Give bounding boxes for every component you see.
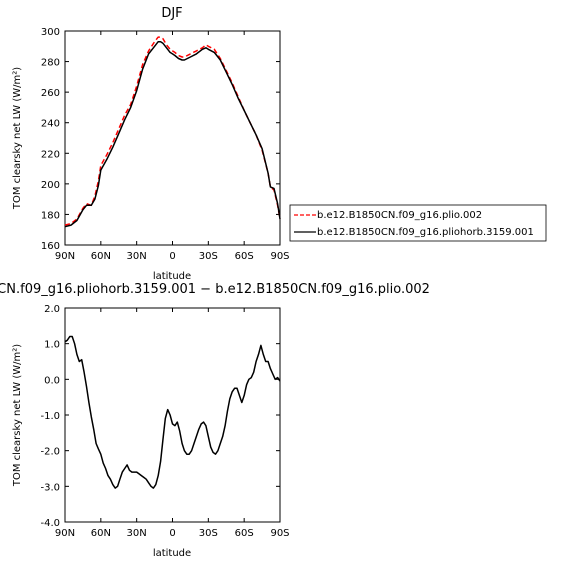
bottom-series-layer [64, 335, 281, 489]
top-x-axis: 90N 60N 30N 0 30S 60S 90S [55, 31, 290, 262]
top-x-tick-label: 60S [235, 251, 254, 262]
top-series-line-1 [64, 36, 281, 226]
bottom-x-tick-label: 90S [270, 528, 289, 539]
top-x-tick-label: 60N [91, 251, 111, 262]
bottom-y-axis: -4.0 -3.0 -2.0 -1.0 0.0 1.0 2.0 [40, 304, 280, 529]
top-y-tick-label: 240 [41, 119, 60, 130]
top-y-tick-label: 200 [41, 180, 60, 191]
bottom-x-axis: 90N 60N 30N 0 30S 60S 90S [55, 308, 290, 539]
top-y-tick-label: 260 [41, 88, 60, 99]
legend-label-series-1: b.e12.B1850CN.f09_g16.plio.002 [317, 210, 482, 221]
top-panel: DJF 160 180 200 220 240 260 280 300 90N 60N 30N 0 3… [12, 6, 290, 282]
legend: b.e12.B1850CN.f09_g16.plio.002 b.e12.B18… [289, 204, 547, 242]
top-series-layer [64, 36, 281, 228]
top-y-tick-label: 160 [41, 241, 60, 252]
bottom-y-axis-label: TOM clearsky net LW (W/m²) [12, 344, 23, 487]
bottom-x-tick-label: 0 [169, 528, 175, 539]
top-y-tick-label: 180 [41, 210, 60, 221]
bottom-chart-title: b.e12.B1850CN.f09_g16.pliohorb.3159.001 … [0, 282, 430, 297]
top-y-tick-label: 280 [41, 58, 60, 69]
bottom-panel: b.e12.B1850CN.f09_g16.pliohorb.3159.001 … [0, 282, 430, 559]
bottom-x-tick-label: 30N [127, 528, 147, 539]
top-y-tick-label: 220 [41, 149, 60, 160]
top-x-tick-label: 90N [55, 251, 75, 262]
top-x-tick-label: 30S [199, 251, 218, 262]
bottom-y-tick-label: 0.0 [44, 375, 60, 386]
bottom-y-tick-label: -4.0 [40, 518, 60, 529]
bottom-y-tick-label: 2.0 [44, 304, 60, 315]
bottom-x-tick-label: 60S [235, 528, 254, 539]
top-chart-title: DJF [161, 6, 182, 21]
top-y-axis: 160 180 200 220 240 260 280 300 [41, 27, 280, 252]
bottom-y-tick-label: -1.0 [40, 411, 60, 422]
bottom-y-tick-label: -2.0 [40, 447, 60, 458]
bottom-y-tick-label: 1.0 [44, 340, 60, 351]
top-series-line-2 [64, 40, 281, 228]
top-x-tick-label: 90S [270, 251, 289, 262]
bottom-x-axis-label: latitude [153, 548, 191, 559]
bottom-series-line-1 [64, 335, 281, 489]
top-plot-frame [64, 30, 281, 246]
top-x-tick-label: 30N [127, 251, 147, 262]
bottom-x-tick-label: 90N [55, 528, 75, 539]
top-x-tick-label: 0 [169, 251, 175, 262]
bottom-y-tick-label: -3.0 [40, 482, 60, 493]
bottom-x-tick-label: 30S [199, 528, 218, 539]
top-y-axis-label: TOM clearsky net LW (W/m²) [12, 67, 23, 210]
bottom-plot-frame [64, 307, 281, 523]
bottom-x-tick-label: 60N [91, 528, 111, 539]
legend-box [289, 204, 547, 242]
legend-label-series-2: b.e12.B1850CN.f09_g16.pliohorb.3159.001 [317, 227, 534, 238]
top-y-tick-label: 300 [41, 27, 60, 38]
top-x-axis-label: latitude [153, 271, 191, 282]
